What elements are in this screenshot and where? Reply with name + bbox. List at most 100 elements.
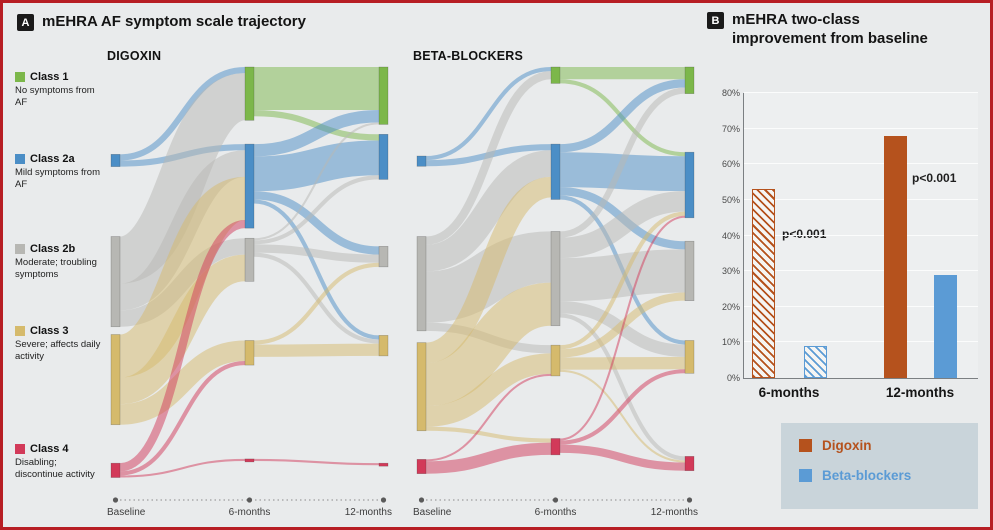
gridline-20% [744,305,978,307]
class-legend-item-2a: Class 2a Mild symptoms from AF [15,153,103,190]
class-2a-color-swatch [15,154,25,164]
sankey-flow-class3-to-class4 [425,426,552,443]
sankey-flow-class2b-to-class1 [559,87,686,238]
bar-beta-blockers-6-months [804,345,827,378]
sankey-flow-class2a-to-class2a [559,152,686,192]
axis-dot [686,497,693,503]
sankey-node-class3 [416,342,427,432]
axis-dot [380,497,387,503]
sankey-flow-class2a-to-class2a [253,140,380,192]
class-2a-label: Class 2a [30,153,75,165]
bar-beta-blockers-12-months [934,274,957,378]
sankey-flow-class2b-to-class2b [253,244,380,263]
gridline-10% [744,341,978,343]
gridline-50% [744,198,978,200]
sankey-flow-class2a-to-class1 [119,67,246,161]
sankey-flow-class4-to-class3 [119,360,246,476]
y-tick-label-10%: 10% [721,337,740,348]
sankey-node-class4 [378,462,389,467]
p-value-12-months: p<0.001 [912,171,957,185]
sankey-node-class2a [244,143,255,229]
sankey-node-class3 [244,340,255,366]
sankey-node-class2b [416,236,427,332]
axis-label-6-months: 6-months [535,507,577,518]
class-2b-label: Class 2b [30,243,76,255]
sankey-node-class4 [550,438,561,456]
sankey-node-class4 [684,456,695,472]
beta-blockers-legend-label: Beta-blockers [822,468,912,483]
sankey-flow-class3-to-class3 [425,353,552,427]
sankey-flow-class4-to-class4 [425,442,552,474]
class-4-label: Class 4 [30,443,69,455]
sankey-flow-class2a-to-class1 [425,67,552,161]
class-1-desc: No symptoms from AF [15,85,95,108]
sankey-flow-class4-to-class4 [253,458,380,466]
sankey-flow-class2b-to-class2a [424,150,553,272]
digoxin-swatch [799,439,812,452]
y-tick-label-50%: 50% [721,194,740,205]
axis-label-12-months: 12-months [345,507,392,518]
sankey-beta-blockers-title: BETA-BLOCKERS [413,49,524,63]
sankey-flow-class3-to-class2b [253,262,380,345]
sankey-flow-class4-to-class3 [559,369,686,445]
axis-dot [246,497,253,503]
axis-label-6-months: 6-months [229,507,271,518]
gridline-30% [744,270,978,272]
class-legend-item-2b: Class 2b Moderate; troubling symptoms [15,243,103,280]
axis-label-12-months: 12-months [651,507,698,518]
x-label-12-months: 12-months [885,385,955,400]
class-legend-item-3: Class 3 Severe; affects daily activity [15,325,103,362]
y-tick-label-80%: 80% [721,88,740,98]
sankey-digoxin: DIGOXIN Baseline 6-months 12-months [99,49,394,527]
class-2b-desc: Moderate; troubling symptoms [15,257,97,280]
class-legend-item-1: Class 1 No symptoms from AF [15,71,103,108]
sankey-flow-class2b-to-class1 [253,122,380,241]
gridline-70% [744,127,978,129]
sankey-flow-class3-to-class4 [559,369,686,463]
sankey-flow-class3-to-class2b [424,282,553,407]
sankey-node-class2b [378,246,389,268]
sankey-flow-class2a-to-class3 [253,199,380,340]
gridline-80% [744,92,978,93]
y-tick-label-40%: 40% [721,230,740,241]
class-4-desc: Disabling; discontinue activity [15,457,95,480]
sankey-node-class3 [550,344,561,377]
sankey-flow-class2b-to-class3 [253,252,380,344]
legend-row-digoxin: Digoxin [799,438,978,453]
sankey-flow-class2b-to-class2a [559,191,686,259]
sankey-flow-class2b-to-class2a [253,175,380,245]
sankey-node-class2a [416,155,427,167]
axis-dot [112,497,119,503]
panel-b-badge: B [707,12,724,29]
bar-chart-plot: 6-months 12-months p<0.001 p<0.001 0% 10%… [722,88,978,400]
class-legend-item-4: Class 4 Disabling; discontinue activity [15,443,103,480]
sankey-node-class4 [110,462,121,478]
sankey-flow-class4-to-class4 [559,444,686,471]
panel-b-header: B mEHRA two-class improvement from basel… [707,11,947,49]
axis-label-baseline: Baseline [107,507,146,518]
sankey-flow-class2b-to-class2b [559,249,686,302]
sankey-flow-class2b-to-class1 [116,73,249,284]
sankey-flow-class3-to-class3 [559,356,686,370]
sankey-node-class1 [684,66,695,94]
beta-blockers-swatch [799,469,812,482]
sankey-node-class2a [684,151,695,219]
bar-digoxin-6-months [752,189,775,378]
sankey-flow-class3-to-class3 [253,343,380,357]
sankey-flow-class3-to-class2b [118,254,247,405]
x-label-6-months: 6-months [758,385,820,400]
panel-a-header: A mEHRA AF symptom scale trajectory [17,13,447,32]
sankey-flow-class3-to-class2a [424,176,553,364]
bar-digoxin-12-months [884,135,907,378]
sankey-node-class2b [244,237,255,282]
sankey-flow-class2a-to-class2b [253,191,380,255]
p-value-6-months: p<0.001 [782,227,827,241]
y-tick-label-30%: 30% [721,266,740,277]
gridline-60% [744,163,978,165]
panel-b-title: mEHRA two-class improvement from baselin… [732,11,928,47]
sankey-flow-class2b-to-class1 [425,71,552,245]
sankey-node-class4 [416,459,427,474]
sankey-node-class3 [378,335,389,357]
class-3-desc: Severe; affects daily activity [15,339,101,362]
sankey-node-class2b [684,240,695,301]
